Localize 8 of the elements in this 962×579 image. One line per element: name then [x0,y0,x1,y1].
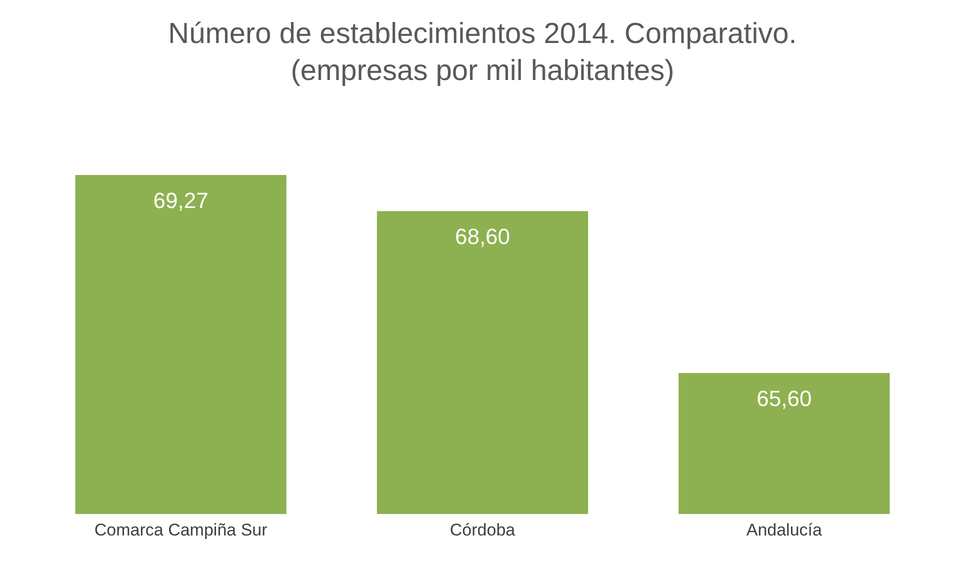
data-label: 68,60 [454,224,510,250]
chart-title: Número de establecimientos 2014. Comparativo. [168,18,797,50]
x-tick-label: Andalucía [746,520,823,540]
data-label: 65,60 [756,386,812,411]
chart-subtitle: (empresas por mil habitantes) [290,55,674,87]
x-tick-label: Córdoba [450,520,516,540]
data-label: 69,27 [153,188,208,213]
x-tick-label: Comarca Campiña Sur [94,520,268,540]
